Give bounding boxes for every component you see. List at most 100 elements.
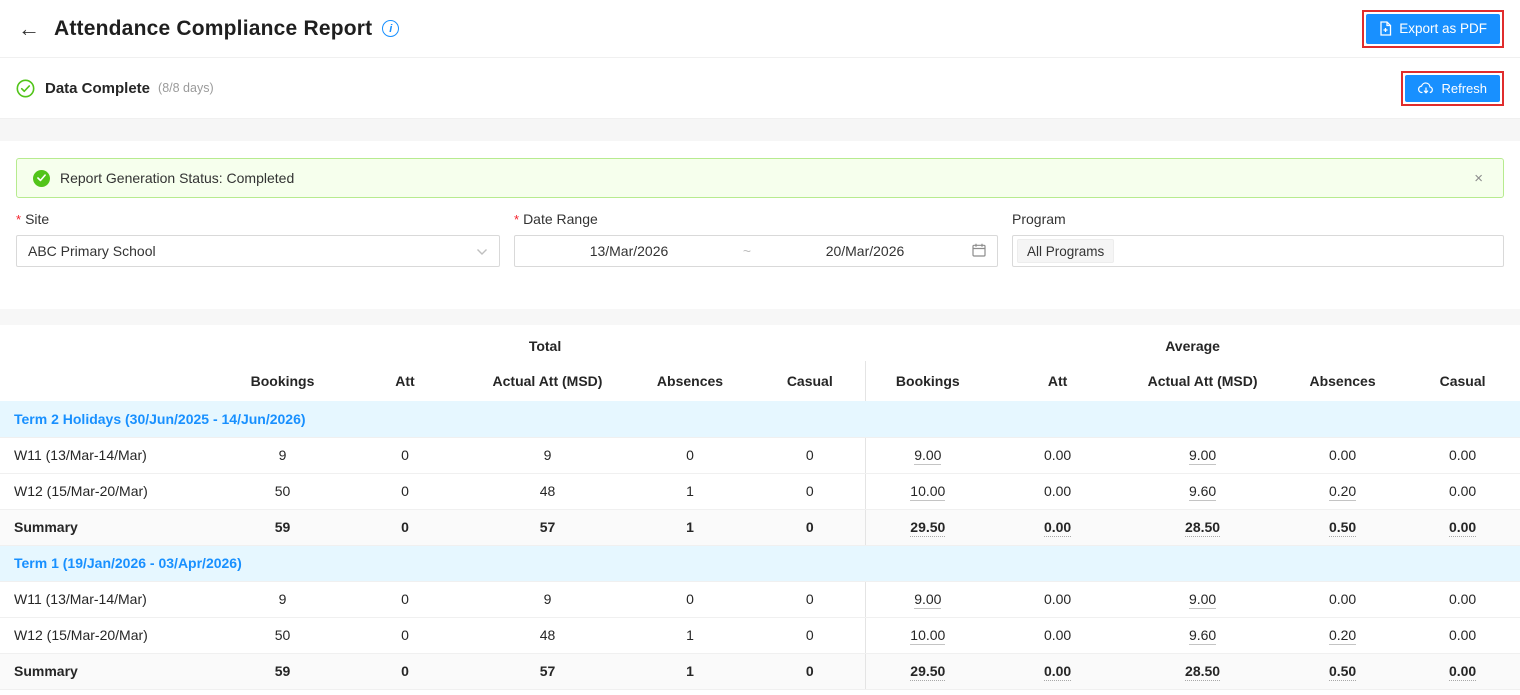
average-cell: 0.00 — [1280, 437, 1406, 474]
total-cell: 9 — [470, 581, 625, 618]
date-start-value[interactable]: 13/Mar/2026 — [589, 243, 669, 259]
average-group-header: Average — [865, 325, 1520, 361]
total-cell: 0 — [755, 617, 866, 654]
program-select[interactable]: All Programs — [1012, 235, 1504, 267]
total-cell: 0 — [625, 437, 755, 474]
average-cell: 9.00 — [864, 437, 991, 474]
attendance-table: Total Average Bookings Att Actual Att (M… — [0, 325, 1520, 690]
top-bar: ← Attendance Compliance Report i Export … — [0, 0, 1520, 58]
program-label: Program — [1012, 211, 1066, 227]
date-range-label: * Date Range — [514, 211, 598, 227]
total-cell: 48 — [470, 473, 625, 510]
section-title: Term 2 Holidays (30/Jun/2025 - 14/Jun/20… — [0, 401, 1520, 438]
row-label: Summary — [0, 653, 225, 690]
total-cell: 0 — [755, 509, 866, 546]
alert-message: Report Generation Status: Completed — [60, 170, 295, 186]
average-cell: 0.00 — [1280, 581, 1406, 618]
col-header: Bookings — [864, 361, 991, 401]
average-cell: 10.00 — [864, 473, 991, 510]
col-header: Att — [340, 361, 470, 401]
average-cell: 9.00 — [864, 581, 991, 618]
total-cell: 59 — [225, 509, 340, 546]
total-cell: 1 — [625, 653, 755, 690]
export-pdf-button[interactable]: Export as PDF — [1366, 13, 1500, 44]
total-cell: 1 — [625, 473, 755, 510]
total-cell: 9 — [225, 437, 340, 474]
site-select-value: ABC Primary School — [28, 243, 156, 259]
total-cell: 0 — [755, 581, 866, 618]
back-arrow-icon[interactable]: ← — [18, 15, 40, 41]
total-cell: 0 — [340, 509, 470, 546]
average-cell: 0.00 — [1405, 581, 1520, 618]
group-header-row: Total Average — [0, 325, 1520, 361]
average-cell: 0.00 — [1405, 617, 1520, 654]
average-cell: 28.50 — [1125, 653, 1281, 690]
total-cell: 50 — [225, 473, 340, 510]
total-cell: 50 — [225, 617, 340, 654]
info-icon[interactable]: i — [382, 20, 400, 37]
table-row: W11 (13/Mar-14/Mar) 9 0 9 0 0 9.00 0.00 9.00 0.00… — [0, 437, 1520, 474]
site-select[interactable]: ABC Primary School — [16, 235, 500, 267]
total-group-header: Total — [225, 325, 866, 361]
total-cell: 0 — [340, 653, 470, 690]
date-range-picker[interactable]: 13/Mar/2026 ~ 20/Mar/2026 — [514, 235, 998, 267]
filters-row: * Site ABC Primary School * Date Range 13/… — [16, 211, 1504, 267]
average-cell: 0.20 — [1280, 617, 1406, 654]
column-header-row: Bookings Att Actual Att (MSD) Absences C… — [0, 361, 1520, 401]
average-cell: 0.00 — [990, 473, 1126, 510]
average-cell: 29.50 — [864, 509, 991, 546]
refresh-button[interactable]: Refresh — [1405, 74, 1500, 102]
page-title: Attendance Compliance Report — [54, 16, 373, 40]
average-cell: 0.00 — [1405, 437, 1520, 474]
calendar-icon — [972, 243, 986, 260]
refresh-annotation-box: Refresh — [1401, 70, 1504, 106]
summary-row: Summary 59 0 57 1 0 29.50 0.00 28.50 0.50 0.00 — [0, 509, 1520, 546]
status-bar: Data Complete (8/8 days) Refresh — [0, 58, 1520, 119]
total-cell: 48 — [470, 617, 625, 654]
total-cell: 0 — [340, 581, 470, 618]
col-header: Att — [990, 361, 1126, 401]
total-cell: 1 — [625, 617, 755, 654]
total-cell: 57 — [470, 653, 625, 690]
average-cell: 0.00 — [990, 617, 1126, 654]
average-cell: 0.00 — [990, 581, 1126, 618]
average-cell: 0.50 — [1280, 509, 1406, 546]
average-cell: 0.00 — [990, 509, 1126, 546]
total-cell: 59 — [225, 653, 340, 690]
section-divider-band — [0, 119, 1520, 141]
total-cell: 0 — [755, 437, 866, 474]
row-label: W12 (15/Mar-20/Mar) — [0, 473, 225, 510]
table-top-band — [0, 309, 1520, 325]
average-cell: 0.00 — [990, 437, 1126, 474]
average-cell: 0.20 — [1280, 473, 1406, 510]
required-asterisk: * — [514, 212, 520, 227]
col-header: Absences — [625, 361, 755, 401]
section-title: Term 1 (19/Jan/2026 - 03/Apr/2026) — [0, 545, 1520, 582]
total-cell: 0 — [625, 581, 755, 618]
col-header: Casual — [1405, 361, 1520, 401]
table-row: W12 (15/Mar-20/Mar) 50 0 48 1 0 10.00 0.00 9.60 0… — [0, 617, 1520, 654]
close-icon[interactable]: × — [1474, 169, 1483, 187]
average-cell: 9.60 — [1125, 473, 1281, 510]
total-cell: 0 — [340, 617, 470, 654]
program-tag[interactable]: All Programs — [1017, 239, 1115, 263]
average-cell: 0.00 — [1405, 473, 1520, 510]
average-cell: 0.00 — [990, 653, 1126, 690]
total-cell: 0 — [755, 653, 866, 690]
file-pdf-icon — [1379, 21, 1392, 36]
success-check-icon — [33, 169, 50, 187]
average-cell: 9.00 — [1125, 581, 1281, 618]
table-row: W11 (13/Mar-14/Mar) 9 0 9 0 0 9.00 0.00 9.00 0.00… — [0, 581, 1520, 618]
table-row: W12 (15/Mar-20/Mar) 50 0 48 1 0 10.00 0.00 9.60 0… — [0, 473, 1520, 510]
row-label: W11 (13/Mar-14/Mar) — [0, 437, 225, 474]
chevron-down-icon — [476, 243, 488, 259]
average-cell: 10.00 — [864, 617, 991, 654]
site-label: * Site — [16, 211, 50, 227]
required-asterisk: * — [16, 212, 22, 227]
col-header: Bookings — [225, 361, 340, 401]
row-label: W12 (15/Mar-20/Mar) — [0, 617, 225, 654]
status-label: Data Complete — [45, 79, 151, 97]
date-end-value[interactable]: 20/Mar/2026 — [825, 243, 905, 259]
average-cell: 0.50 — [1280, 653, 1406, 690]
export-annotation-box: Export as PDF — [1362, 9, 1504, 48]
